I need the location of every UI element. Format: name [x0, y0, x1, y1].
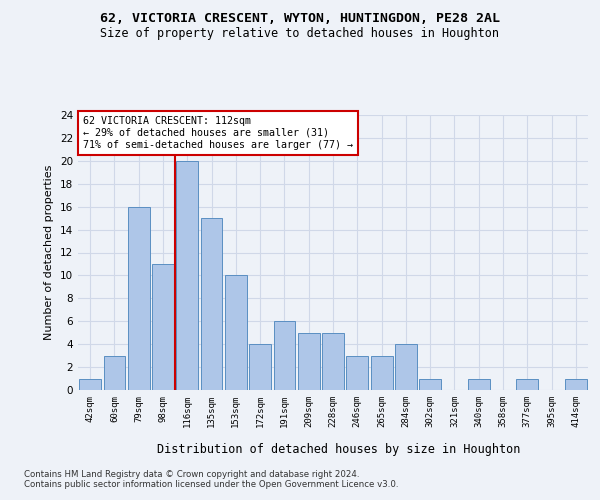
Bar: [346, 356, 368, 390]
Bar: [249, 344, 271, 390]
Text: Distribution of detached houses by size in Houghton: Distribution of detached houses by size …: [157, 442, 521, 456]
Bar: [419, 378, 441, 390]
Bar: [274, 322, 295, 390]
Bar: [468, 378, 490, 390]
Bar: [152, 264, 174, 390]
Bar: [565, 378, 587, 390]
Bar: [395, 344, 417, 390]
Bar: [79, 378, 101, 390]
Text: Contains public sector information licensed under the Open Government Licence v3: Contains public sector information licen…: [24, 480, 398, 489]
Bar: [128, 206, 149, 390]
Y-axis label: Number of detached properties: Number of detached properties: [44, 165, 55, 340]
Bar: [200, 218, 223, 390]
Text: Size of property relative to detached houses in Houghton: Size of property relative to detached ho…: [101, 28, 499, 40]
Text: Contains HM Land Registry data © Crown copyright and database right 2024.: Contains HM Land Registry data © Crown c…: [24, 470, 359, 479]
Bar: [298, 332, 320, 390]
Text: 62, VICTORIA CRESCENT, WYTON, HUNTINGDON, PE28 2AL: 62, VICTORIA CRESCENT, WYTON, HUNTINGDON…: [100, 12, 500, 26]
Bar: [176, 161, 198, 390]
Bar: [225, 276, 247, 390]
Bar: [104, 356, 125, 390]
Bar: [371, 356, 392, 390]
Bar: [322, 332, 344, 390]
Bar: [517, 378, 538, 390]
Text: 62 VICTORIA CRESCENT: 112sqm
← 29% of detached houses are smaller (31)
71% of se: 62 VICTORIA CRESCENT: 112sqm ← 29% of de…: [83, 116, 353, 150]
